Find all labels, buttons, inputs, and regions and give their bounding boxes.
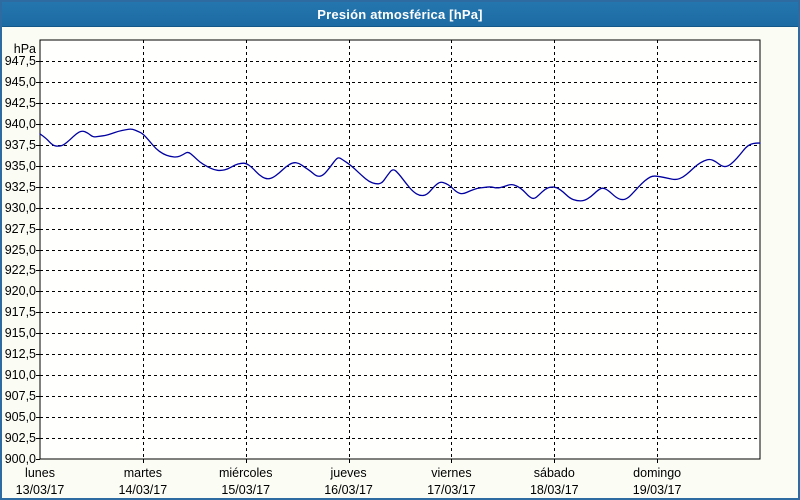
y-tick-label: 925,0 <box>4 243 36 257</box>
y-tick-label: 947,5 <box>4 54 36 68</box>
y-tick-label: 900,0 <box>4 452 36 466</box>
y-tick-label: 945,0 <box>4 75 36 89</box>
x-day-label: miércoles <box>218 466 273 480</box>
y-tick-label: 912,5 <box>4 347 36 361</box>
x-day-label: martes <box>123 466 162 480</box>
y-tick-label: 932,5 <box>4 180 36 194</box>
y-tick-label: 935,0 <box>4 159 36 173</box>
y-tick-label: 905,0 <box>4 410 36 424</box>
titlebar: Presión atmosférica [hPa] <box>2 2 798 27</box>
plot-area <box>39 39 761 460</box>
x-day-label: domingo <box>633 466 682 480</box>
x-date-label: 15/03/17 <box>221 483 271 497</box>
x-date-label: 16/03/17 <box>324 483 373 497</box>
y-tick-label: 940,0 <box>4 117 36 131</box>
y-tick-label: 920,0 <box>4 284 36 298</box>
x-day-label: jueves <box>330 466 367 480</box>
chart-title: Presión atmosférica [hPa] <box>317 6 483 22</box>
x-day-label: viernes <box>431 466 472 480</box>
y-tick-label: 902,5 <box>4 431 36 445</box>
x-day-label: sábado <box>533 466 575 480</box>
y-axis-unit-label: hPa <box>13 42 36 56</box>
y-tick-label: 907,5 <box>4 389 36 403</box>
y-tick-label: 915,0 <box>4 326 36 340</box>
y-tick-label: 942,5 <box>4 96 36 110</box>
pressure-series-line <box>39 128 761 202</box>
y-tick-label: 922,5 <box>4 263 36 277</box>
y-tick-label: 910,0 <box>4 368 36 382</box>
y-tick-label: 937,5 <box>4 138 36 152</box>
y-tick-label: 927,5 <box>4 222 36 236</box>
y-tick-label: 917,5 <box>4 305 36 319</box>
x-date-label: 14/03/17 <box>118 483 168 497</box>
x-day-label: lunes <box>25 466 55 480</box>
y-tick-label: 930,0 <box>4 201 36 215</box>
x-date-label: 13/03/17 <box>15 483 65 497</box>
x-date-label: 17/03/17 <box>427 483 476 497</box>
x-date-label: 18/03/17 <box>529 483 579 497</box>
x-date-label: 19/03/17 <box>632 483 682 497</box>
